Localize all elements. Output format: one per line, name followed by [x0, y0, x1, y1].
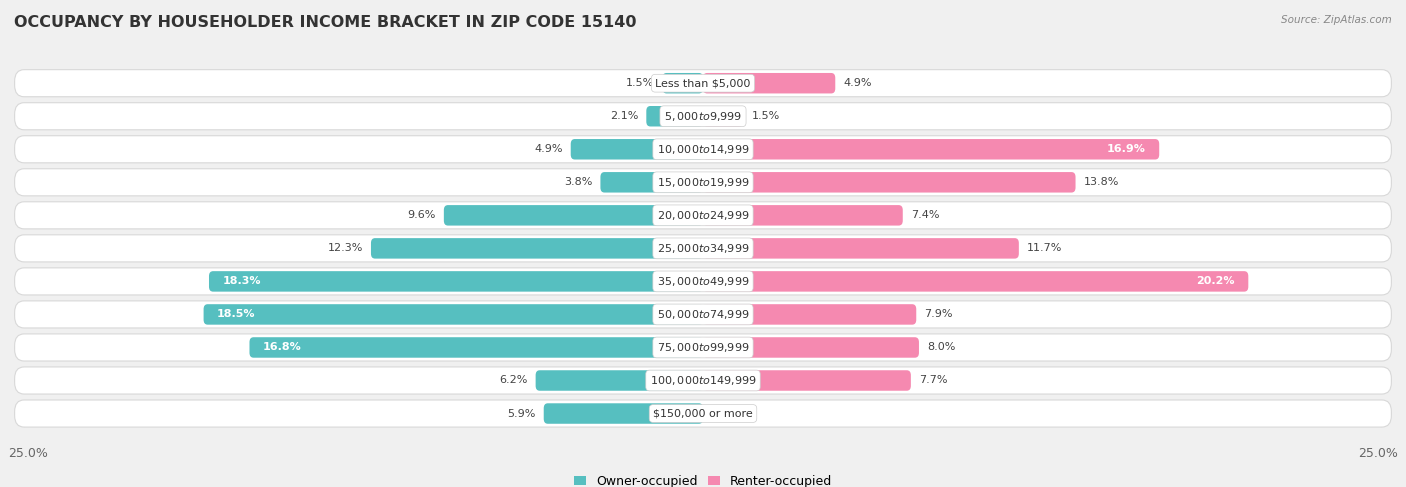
FancyBboxPatch shape: [14, 235, 1392, 262]
Text: 0.0%: 0.0%: [711, 409, 740, 418]
FancyBboxPatch shape: [703, 271, 1249, 292]
Text: 3.8%: 3.8%: [564, 177, 592, 187]
Text: 4.9%: 4.9%: [534, 144, 562, 154]
Text: $150,000 or more: $150,000 or more: [654, 409, 752, 418]
Text: 7.4%: 7.4%: [911, 210, 939, 220]
Text: 2.1%: 2.1%: [610, 111, 638, 121]
Text: 13.8%: 13.8%: [1084, 177, 1119, 187]
Text: 4.9%: 4.9%: [844, 78, 872, 88]
FancyBboxPatch shape: [571, 139, 703, 160]
FancyBboxPatch shape: [444, 205, 703, 225]
Text: 18.5%: 18.5%: [217, 309, 256, 319]
Text: $75,000 to $99,999: $75,000 to $99,999: [657, 341, 749, 354]
FancyBboxPatch shape: [647, 106, 703, 127]
Text: $10,000 to $14,999: $10,000 to $14,999: [657, 143, 749, 156]
Text: 5.9%: 5.9%: [508, 409, 536, 418]
FancyBboxPatch shape: [703, 304, 917, 325]
Text: $100,000 to $149,999: $100,000 to $149,999: [650, 374, 756, 387]
Text: $5,000 to $9,999: $5,000 to $9,999: [664, 110, 742, 123]
Text: 8.0%: 8.0%: [927, 342, 956, 353]
Text: 20.2%: 20.2%: [1197, 277, 1234, 286]
Text: $50,000 to $74,999: $50,000 to $74,999: [657, 308, 749, 321]
Legend: Owner-occupied, Renter-occupied: Owner-occupied, Renter-occupied: [568, 470, 838, 487]
Text: 6.2%: 6.2%: [499, 375, 527, 386]
FancyBboxPatch shape: [544, 403, 703, 424]
FancyBboxPatch shape: [600, 172, 703, 192]
Text: 18.3%: 18.3%: [222, 277, 262, 286]
FancyBboxPatch shape: [249, 337, 703, 358]
FancyBboxPatch shape: [703, 238, 1019, 259]
FancyBboxPatch shape: [703, 205, 903, 225]
FancyBboxPatch shape: [14, 400, 1392, 427]
Text: 9.6%: 9.6%: [408, 210, 436, 220]
FancyBboxPatch shape: [14, 268, 1392, 295]
Text: $15,000 to $19,999: $15,000 to $19,999: [657, 176, 749, 189]
Text: 1.5%: 1.5%: [626, 78, 654, 88]
Text: 12.3%: 12.3%: [328, 244, 363, 253]
Text: 1.5%: 1.5%: [752, 111, 780, 121]
FancyBboxPatch shape: [703, 172, 1076, 192]
FancyBboxPatch shape: [662, 73, 703, 94]
FancyBboxPatch shape: [14, 202, 1392, 229]
FancyBboxPatch shape: [14, 136, 1392, 163]
Text: OCCUPANCY BY HOUSEHOLDER INCOME BRACKET IN ZIP CODE 15140: OCCUPANCY BY HOUSEHOLDER INCOME BRACKET …: [14, 15, 637, 30]
FancyBboxPatch shape: [14, 169, 1392, 196]
Text: 7.7%: 7.7%: [920, 375, 948, 386]
FancyBboxPatch shape: [703, 139, 1159, 160]
FancyBboxPatch shape: [536, 370, 703, 391]
FancyBboxPatch shape: [14, 70, 1392, 97]
FancyBboxPatch shape: [14, 301, 1392, 328]
FancyBboxPatch shape: [371, 238, 703, 259]
FancyBboxPatch shape: [204, 304, 703, 325]
FancyBboxPatch shape: [14, 103, 1392, 130]
Text: 7.9%: 7.9%: [924, 309, 953, 319]
FancyBboxPatch shape: [703, 370, 911, 391]
Text: $25,000 to $34,999: $25,000 to $34,999: [657, 242, 749, 255]
Text: Less than $5,000: Less than $5,000: [655, 78, 751, 88]
Text: 16.8%: 16.8%: [263, 342, 302, 353]
Text: $35,000 to $49,999: $35,000 to $49,999: [657, 275, 749, 288]
FancyBboxPatch shape: [14, 334, 1392, 361]
Text: 11.7%: 11.7%: [1026, 244, 1063, 253]
FancyBboxPatch shape: [209, 271, 703, 292]
FancyBboxPatch shape: [703, 73, 835, 94]
Text: 16.9%: 16.9%: [1107, 144, 1146, 154]
Text: Source: ZipAtlas.com: Source: ZipAtlas.com: [1281, 15, 1392, 25]
Text: $20,000 to $24,999: $20,000 to $24,999: [657, 209, 749, 222]
FancyBboxPatch shape: [14, 367, 1392, 394]
FancyBboxPatch shape: [703, 337, 920, 358]
FancyBboxPatch shape: [703, 106, 744, 127]
